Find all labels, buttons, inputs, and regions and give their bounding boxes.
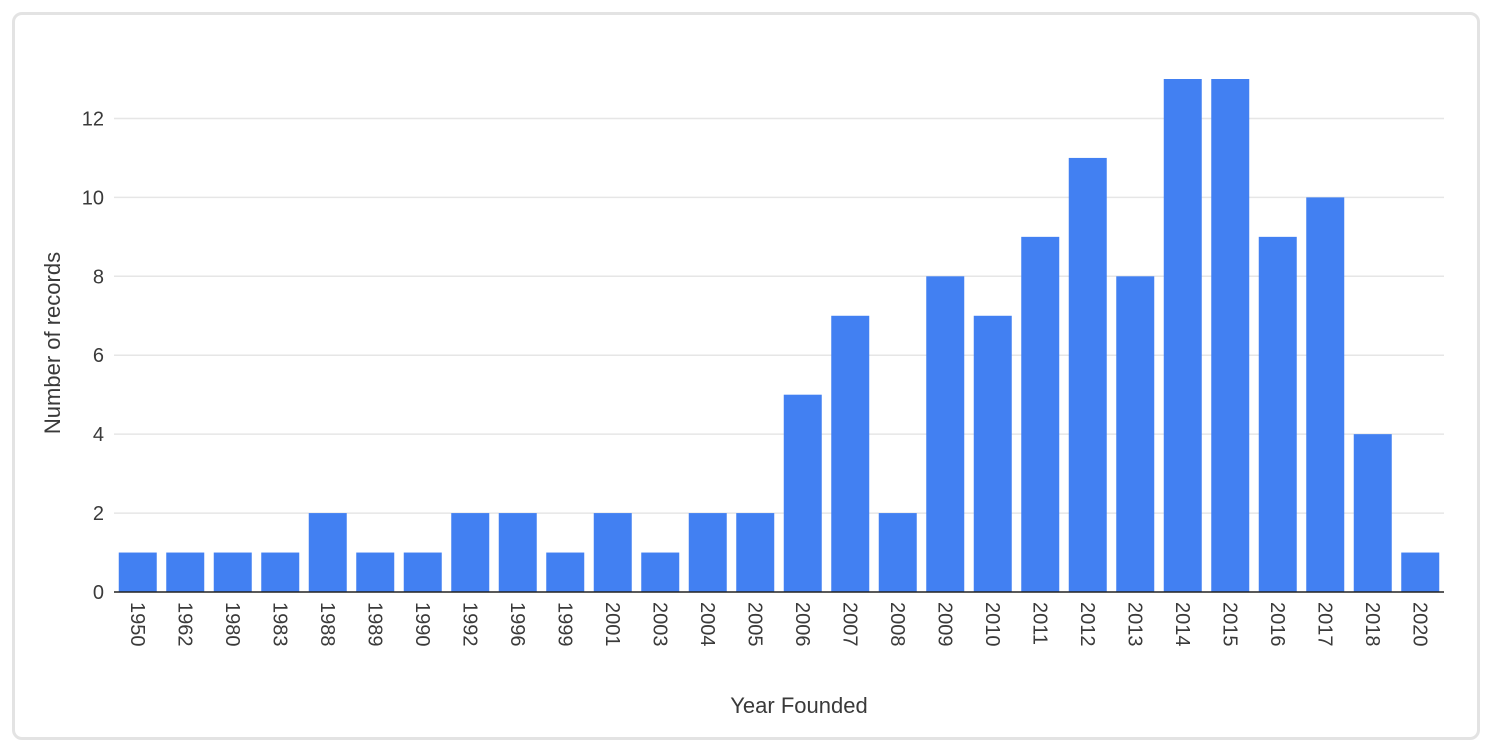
y-tick-label: 4	[93, 424, 104, 446]
bar	[356, 552, 395, 592]
x-tick-label: 2001	[601, 602, 623, 647]
x-tick-label: 2010	[981, 602, 1003, 647]
bar	[213, 552, 252, 592]
x-tick-label: 2015	[1218, 602, 1240, 647]
x-tick-label: 1983	[268, 602, 290, 647]
bar	[831, 315, 870, 592]
bar	[783, 394, 822, 592]
bar	[1021, 236, 1060, 592]
x-tick-label: 1992	[458, 602, 480, 647]
bar	[878, 513, 917, 592]
bar	[736, 513, 775, 592]
x-tick-label: 2016	[1266, 602, 1288, 647]
bar	[403, 552, 442, 592]
x-tick-label: 2006	[791, 602, 813, 647]
bar	[926, 276, 965, 592]
x-tick-label: 2007	[838, 602, 860, 647]
bar	[1401, 552, 1440, 592]
x-tick-label: 2013	[1123, 602, 1145, 647]
x-tick-label: 1989	[363, 602, 385, 647]
x-tick-label: 2012	[1076, 602, 1098, 647]
bar	[1116, 276, 1155, 592]
x-tick-label: 1988	[316, 602, 338, 647]
x-tick-label: 2018	[1361, 602, 1383, 647]
bar	[261, 552, 300, 592]
x-tick-label: 1996	[506, 602, 528, 647]
bar	[451, 513, 490, 592]
x-tick-label: 2020	[1408, 602, 1430, 647]
x-tick-label: 2008	[886, 602, 908, 647]
x-tick-label: 2014	[1171, 602, 1193, 647]
bars	[118, 79, 1440, 592]
bar	[166, 552, 205, 592]
y-tick-label: 12	[82, 108, 104, 130]
y-tick-label: 0	[93, 582, 104, 604]
x-tick-label: 1999	[553, 602, 575, 647]
y-axis-title: Number of records	[40, 252, 65, 434]
bar	[688, 513, 727, 592]
bar	[1306, 197, 1345, 592]
y-tick-label: 8	[93, 266, 104, 288]
x-tick-label: 2009	[933, 602, 955, 647]
bar	[118, 552, 157, 592]
y-tick-labels: 0 2 4 6 8 10 12	[82, 108, 104, 604]
bar	[1163, 79, 1202, 592]
x-tick-label: 1980	[221, 602, 243, 647]
bar	[1211, 79, 1250, 592]
x-axis-title: Year Founded	[730, 693, 867, 718]
bar	[641, 552, 680, 592]
x-tick-label: 1990	[411, 602, 433, 647]
x-tick-label: 2004	[696, 602, 718, 647]
bar	[546, 552, 585, 592]
x-tick-label: 2003	[648, 602, 670, 647]
x-tick-label: 2011	[1028, 602, 1050, 645]
y-tick-label: 10	[82, 187, 104, 209]
bar	[1353, 434, 1392, 592]
x-tick-label: 2017	[1313, 602, 1335, 647]
x-tick-labels: 1950 1962 1980 1983 1988 1989 1990 1992 1996 1999…	[126, 602, 1431, 647]
bar	[308, 513, 347, 592]
x-tick-label: 1950	[126, 602, 148, 647]
x-tick-label: 2005	[743, 602, 765, 647]
bar	[1258, 236, 1297, 592]
x-tick-label: 1962	[173, 602, 195, 647]
bar	[1068, 157, 1107, 592]
y-tick-label: 6	[93, 345, 104, 367]
y-tick-label: 2	[93, 503, 104, 525]
bar	[973, 315, 1012, 592]
bar	[498, 513, 537, 592]
bar	[593, 513, 632, 592]
